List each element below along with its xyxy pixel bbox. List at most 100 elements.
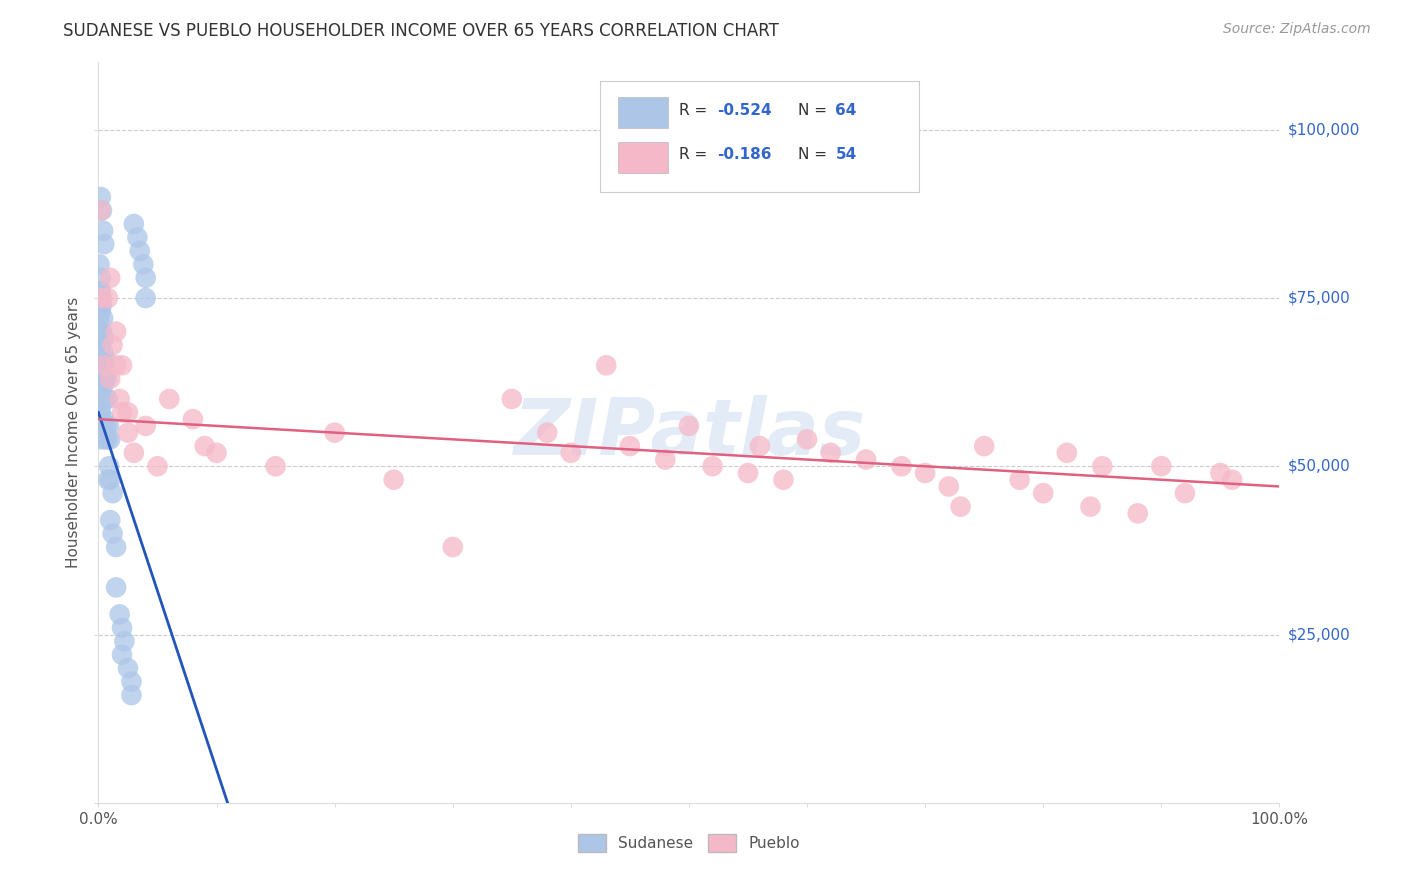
Point — [105, 359, 128, 373]
Text: ZIPatlas: ZIPatlas — [513, 394, 865, 471]
Point — [91, 311, 114, 326]
Text: 54: 54 — [835, 147, 856, 162]
Point — [98, 513, 121, 527]
Text: $100,000: $100,000 — [1288, 122, 1360, 137]
Point — [949, 500, 972, 514]
Text: 64: 64 — [835, 103, 856, 118]
Point — [91, 203, 114, 218]
Point — [89, 405, 111, 419]
Point — [98, 270, 121, 285]
Text: -0.186: -0.186 — [717, 147, 772, 162]
Point — [796, 433, 818, 447]
Point — [1126, 507, 1149, 521]
Point — [89, 338, 111, 352]
Text: R =: R = — [679, 147, 713, 162]
Point — [111, 648, 134, 662]
Point — [108, 607, 131, 622]
Point — [205, 446, 228, 460]
Point — [117, 405, 139, 419]
Point — [146, 459, 169, 474]
Point — [560, 446, 582, 460]
Point — [890, 459, 912, 474]
Point — [135, 291, 157, 305]
Point — [98, 372, 121, 386]
Point — [117, 661, 139, 675]
Point — [121, 688, 143, 702]
Point — [98, 418, 121, 433]
Point — [97, 473, 120, 487]
Point — [1080, 500, 1102, 514]
Point — [90, 344, 112, 359]
Text: Source: ZipAtlas.com: Source: ZipAtlas.com — [1223, 22, 1371, 37]
Point — [820, 446, 842, 460]
FancyBboxPatch shape — [619, 142, 668, 173]
Point — [1091, 459, 1114, 474]
Point — [90, 325, 112, 339]
Point — [97, 392, 120, 406]
Point — [737, 466, 759, 480]
Point — [91, 378, 114, 392]
Point — [914, 466, 936, 480]
Point — [111, 621, 134, 635]
Point — [91, 359, 114, 373]
Y-axis label: Householder Income Over 65 years: Householder Income Over 65 years — [66, 297, 82, 568]
Point — [536, 425, 558, 440]
Point — [90, 433, 112, 447]
Point — [96, 372, 118, 386]
Point — [105, 325, 128, 339]
Point — [501, 392, 523, 406]
Point — [105, 581, 128, 595]
Point — [91, 325, 114, 339]
Point — [93, 237, 115, 252]
Point — [96, 418, 118, 433]
Point — [101, 338, 124, 352]
Point — [89, 425, 111, 440]
Point — [93, 331, 115, 345]
Point — [1032, 486, 1054, 500]
Text: N =: N = — [797, 103, 831, 118]
Point — [441, 540, 464, 554]
Point — [382, 473, 405, 487]
Point — [108, 392, 131, 406]
Point — [90, 405, 112, 419]
Point — [938, 479, 960, 493]
Point — [323, 425, 346, 440]
FancyBboxPatch shape — [619, 97, 668, 128]
Point — [1008, 473, 1031, 487]
Point — [91, 392, 114, 406]
Point — [748, 439, 770, 453]
Point — [89, 285, 111, 299]
Point — [132, 257, 155, 271]
Point — [97, 291, 120, 305]
Point — [1220, 473, 1243, 487]
Point — [135, 270, 157, 285]
Point — [702, 459, 724, 474]
Point — [181, 412, 204, 426]
Text: $25,000: $25,000 — [1288, 627, 1351, 642]
Point — [89, 298, 111, 312]
Point — [90, 304, 112, 318]
Point — [1209, 466, 1232, 480]
Point — [101, 486, 124, 500]
Point — [89, 378, 111, 392]
Point — [127, 230, 149, 244]
Point — [94, 433, 117, 447]
Point — [111, 359, 134, 373]
Point — [93, 412, 115, 426]
Point — [91, 418, 114, 433]
Text: $75,000: $75,000 — [1288, 291, 1351, 305]
Point — [1150, 459, 1173, 474]
Point — [91, 224, 114, 238]
Point — [93, 372, 115, 386]
Point — [111, 405, 134, 419]
Text: R =: R = — [679, 103, 713, 118]
Point — [89, 311, 111, 326]
Point — [89, 359, 111, 373]
Point — [90, 285, 112, 299]
Point — [89, 325, 111, 339]
Text: N =: N = — [797, 147, 831, 162]
Point — [98, 433, 121, 447]
Point — [98, 459, 121, 474]
Point — [619, 439, 641, 453]
Point — [135, 418, 157, 433]
